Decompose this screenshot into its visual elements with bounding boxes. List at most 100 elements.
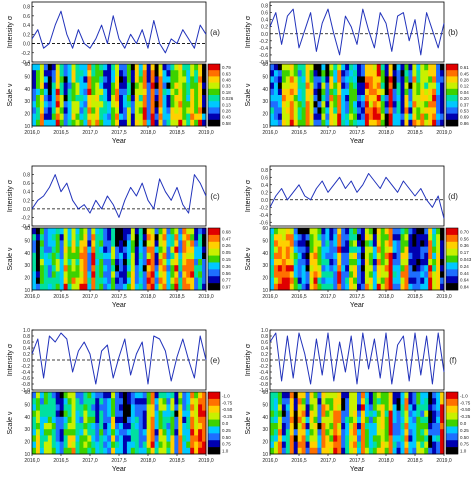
scale-y-tick-label: 20 — [24, 276, 30, 282]
heatmap-cell — [134, 82, 140, 90]
heatmap-cell — [440, 252, 445, 260]
heatmap-cell — [293, 240, 299, 247]
heatmap-cell — [380, 228, 386, 235]
panel-d: 0.80.60.40.20.0-0.2-0.4-0.6(d)Intensity … — [245, 165, 472, 309]
heatmap-cell — [75, 416, 80, 424]
heatmap-cell — [301, 240, 306, 247]
heatmap-cell — [166, 101, 171, 108]
heatmap-cell — [380, 398, 386, 405]
heatmap-cell — [345, 228, 350, 235]
heatmap-cell — [146, 119, 152, 127]
heatmap-cell — [182, 277, 187, 285]
colorbar-tick-label: 0.28 — [460, 78, 469, 83]
heatmap-cell — [404, 410, 409, 418]
heatmap-cell — [313, 277, 318, 285]
heatmap-cell — [51, 447, 57, 455]
heatmap-cell — [364, 246, 370, 254]
heatmap-cell — [119, 277, 124, 285]
heatmap-cell — [130, 441, 136, 449]
heatmap-cell — [404, 277, 409, 285]
heatmap-cell — [305, 246, 310, 254]
heatmap-cell — [404, 88, 409, 96]
heatmap-cell — [111, 234, 116, 241]
x-axis-label: Year — [112, 302, 127, 309]
heatmap-cell — [333, 398, 338, 405]
heatmap-cell — [51, 441, 57, 449]
heatmap-cell — [408, 101, 413, 108]
heatmap-cell — [51, 429, 57, 436]
heatmap-cell — [428, 234, 433, 241]
heatmap-cell — [297, 410, 303, 418]
scale-y-tick-label: 50 — [262, 74, 268, 80]
heatmap-cell — [178, 435, 183, 442]
heatmap-cell — [166, 95, 171, 102]
heatmap-cell — [345, 246, 350, 254]
heatmap-cell — [364, 404, 370, 411]
heatmap-cell — [305, 88, 310, 96]
heatmap-cell — [43, 76, 49, 83]
heatmap-cell — [186, 64, 191, 71]
colorbar-segment — [208, 107, 220, 114]
heatmap-cell — [71, 228, 76, 235]
heatmap-cell — [170, 228, 175, 235]
heatmap-cell — [87, 277, 92, 285]
heatmap-cell — [353, 240, 358, 247]
heatmap-cell — [313, 447, 318, 455]
heatmap-cell — [384, 423, 390, 430]
heatmap-cell — [119, 119, 124, 127]
heatmap-cell — [83, 392, 88, 399]
heatmap-cell — [194, 101, 199, 108]
heatmap-cell — [301, 228, 306, 235]
heatmap-cell — [309, 228, 314, 235]
heatmap-cell — [150, 70, 155, 77]
x-tick-label: 2018,5 — [407, 130, 423, 136]
heatmap-cell — [186, 271, 191, 278]
heatmap-cell — [353, 107, 358, 114]
heatmap-cell — [43, 277, 49, 285]
heatmap-cell — [51, 107, 57, 114]
heatmap-cell — [146, 277, 152, 285]
heatmap-cell — [345, 70, 350, 77]
scale-y-tick-label: 50 — [24, 74, 30, 80]
x-tick-label: 2018,0 — [140, 458, 156, 464]
heatmap-cell — [71, 246, 76, 254]
y-tick-label: -0.4 — [259, 370, 268, 376]
heatmap-cell — [364, 416, 370, 424]
colorbar-segment — [208, 241, 220, 249]
heatmap-cell — [329, 259, 334, 266]
heatmap-cell — [420, 64, 425, 71]
heatmap-cell — [360, 101, 366, 108]
heatmap-cell — [317, 119, 322, 127]
heatmap-cell — [380, 252, 386, 260]
heatmap-cell — [166, 404, 171, 411]
colorbar-tick-label: -0.25 — [222, 414, 233, 419]
heatmap-cell — [376, 259, 382, 266]
heatmap-cell — [325, 246, 330, 254]
heatmap-cell — [360, 113, 366, 121]
heatmap-cell — [87, 119, 92, 127]
y-tick-label: 0.8 — [261, 334, 268, 340]
heatmap-cell — [51, 423, 57, 430]
heatmap-cell — [83, 398, 88, 405]
heatmap-cell — [63, 101, 68, 108]
heatmap-cell — [432, 113, 437, 121]
heatmap-cell — [333, 107, 338, 114]
heatmap-cell — [436, 95, 441, 102]
colorbar-tick-label: 0.61 — [460, 65, 469, 70]
colorbar-segment — [208, 76, 220, 83]
y-tick-label: 0.0 — [261, 358, 268, 364]
heatmap-cell — [99, 228, 104, 235]
heatmap-cell — [39, 423, 45, 430]
heatmap-cell — [412, 283, 417, 291]
heatmap-cell — [285, 64, 291, 71]
heatmap-cell — [424, 271, 429, 278]
heatmap-cell — [301, 429, 306, 436]
heatmap-cell — [313, 234, 318, 241]
colorbar-segment — [446, 64, 458, 71]
heatmap-cell — [75, 228, 80, 235]
heatmap-cell — [150, 435, 155, 442]
heatmap-cell — [428, 82, 433, 90]
heatmap-cell — [126, 410, 132, 418]
heatmap-cell — [158, 435, 163, 442]
heatmap-cell — [182, 64, 187, 71]
